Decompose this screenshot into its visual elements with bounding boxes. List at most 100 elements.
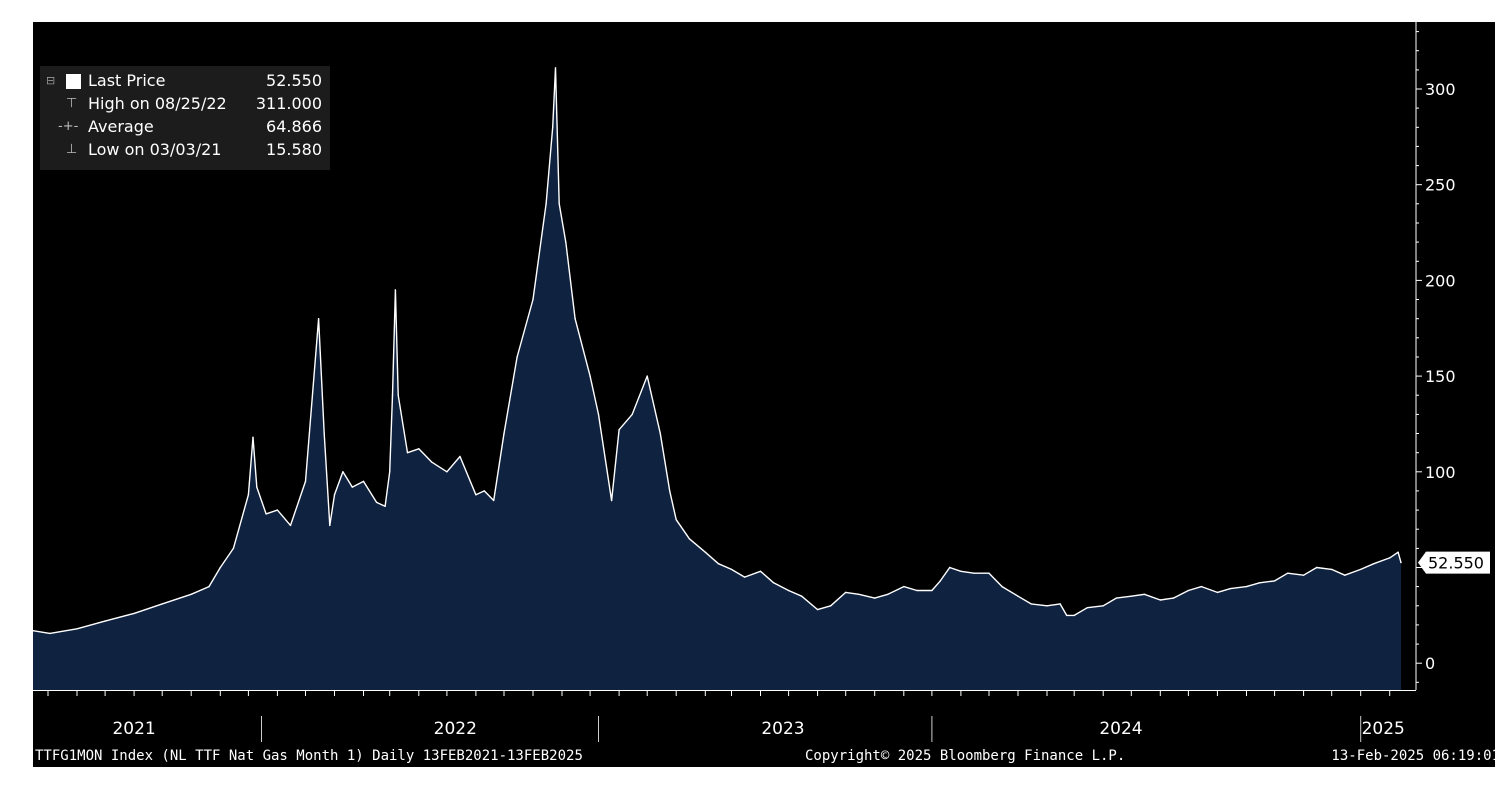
data-point — [532, 298, 534, 301]
data-point — [1331, 568, 1333, 571]
y-tick-label: 250 — [1425, 176, 1456, 195]
data-point — [1172, 597, 1175, 599]
legend-item-high: ⊤ High on 08/25/22 311.000 — [40, 93, 330, 115]
data-point — [618, 429, 620, 431]
data-point — [1216, 591, 1219, 594]
data-point — [493, 499, 495, 502]
data-point — [1159, 599, 1162, 601]
data-point — [1229, 587, 1232, 590]
data-point — [759, 570, 762, 572]
data-point — [1130, 595, 1133, 597]
data-point — [1258, 582, 1261, 584]
legend-value: 15.580 — [266, 140, 322, 159]
data-point — [1066, 614, 1068, 617]
x-tick-label: 2025 — [1362, 719, 1405, 739]
data-point — [688, 538, 691, 540]
data-point — [973, 572, 975, 574]
data-point — [1086, 607, 1089, 609]
last-price-swatch-icon — [66, 74, 81, 89]
data-point — [1115, 597, 1118, 599]
data-point — [323, 432, 325, 435]
data-point — [265, 513, 267, 515]
data-point — [669, 490, 671, 492]
legend-value: 311.000 — [255, 94, 322, 113]
data-point — [1373, 563, 1375, 565]
low-marker-icon: ⊥ — [66, 142, 78, 157]
data-point — [1273, 580, 1276, 582]
data-point — [232, 547, 235, 550]
legend-label: Low on 03/03/21 — [88, 140, 222, 159]
data-point — [1017, 595, 1019, 597]
data-point — [133, 612, 135, 615]
data-point — [104, 620, 106, 622]
legend-value: 52.550 — [266, 71, 322, 90]
data-point — [503, 432, 505, 435]
data-point — [397, 394, 399, 396]
x-tick-label: 2021 — [112, 719, 155, 739]
data-point — [304, 480, 307, 483]
data-point — [375, 501, 378, 504]
data-point — [219, 566, 221, 569]
data-point — [772, 582, 775, 584]
data-point — [252, 436, 254, 438]
data-point — [903, 585, 905, 588]
data-point — [1360, 568, 1362, 571]
last-price-label: 52.550 — [1428, 554, 1484, 573]
x-tick-label: 2024 — [1099, 719, 1142, 739]
data-point — [704, 551, 706, 553]
data-point — [1030, 603, 1032, 605]
data-point — [483, 490, 485, 492]
data-point — [1245, 585, 1248, 588]
data-point — [1143, 593, 1146, 595]
data-point — [631, 413, 633, 416]
data-point — [939, 580, 941, 582]
data-point — [589, 375, 591, 377]
data-point — [545, 203, 547, 205]
data-point — [916, 589, 918, 592]
data-point — [76, 628, 78, 630]
data-point — [247, 494, 250, 496]
data-point — [516, 356, 518, 358]
data-point — [333, 494, 336, 496]
legend-item-average: -+- Average 64.866 — [40, 116, 330, 138]
data-point — [659, 432, 661, 435]
collapse-icon[interactable]: ⊟ — [46, 74, 56, 87]
x-axis: 2021 2022 2023 2024 2025 — [33, 690, 1416, 742]
y-tick-label: 0 — [1425, 654, 1435, 673]
series-line — [33, 67, 1402, 635]
legend-label: High on 08/25/22 — [88, 94, 227, 113]
data-point — [1400, 561, 1402, 564]
data-point — [49, 632, 51, 635]
data-point — [787, 589, 790, 592]
plot-area — [33, 67, 1402, 690]
data-point — [394, 289, 397, 291]
data-point — [675, 519, 677, 521]
data-point — [874, 597, 876, 599]
data-point — [554, 67, 557, 69]
data-point — [384, 505, 386, 507]
x-tick-label: 2022 — [434, 719, 477, 739]
legend-label: Average — [88, 117, 154, 136]
data-point — [858, 593, 860, 595]
data-point — [33, 630, 34, 632]
data-point — [1302, 574, 1305, 576]
data-point — [1059, 603, 1061, 605]
data-point — [317, 318, 320, 320]
data-point — [190, 593, 192, 595]
data-point — [646, 375, 648, 377]
data-point — [475, 494, 477, 496]
data-point — [565, 241, 567, 243]
y-tick-label: 150 — [1425, 367, 1456, 386]
data-point — [208, 585, 210, 588]
data-point — [1102, 605, 1104, 607]
last-price-marker — [1418, 551, 1490, 574]
data-point — [431, 461, 433, 463]
data-point — [1389, 557, 1391, 559]
data-point — [1001, 585, 1003, 588]
data-point — [1287, 572, 1289, 574]
data-point — [459, 455, 461, 458]
data-point — [362, 480, 365, 483]
footer-copyright: Copyright© 2025 Bloomberg Finance L.P. — [805, 748, 1126, 764]
data-point — [406, 452, 409, 454]
data-point — [1397, 551, 1399, 553]
